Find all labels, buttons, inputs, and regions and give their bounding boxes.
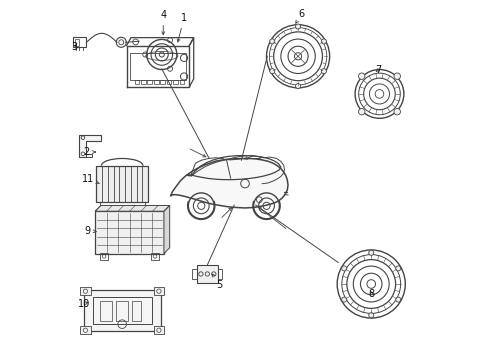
Text: 1: 1 bbox=[177, 13, 187, 42]
Polygon shape bbox=[196, 265, 218, 283]
Circle shape bbox=[295, 84, 300, 89]
Text: 3: 3 bbox=[72, 42, 78, 52]
Polygon shape bbox=[84, 290, 161, 331]
Circle shape bbox=[359, 108, 365, 115]
Circle shape bbox=[368, 250, 374, 255]
Polygon shape bbox=[96, 166, 148, 202]
Text: 4: 4 bbox=[160, 10, 166, 35]
Polygon shape bbox=[86, 154, 92, 157]
Text: 11: 11 bbox=[82, 174, 99, 184]
Text: 8: 8 bbox=[368, 289, 374, 299]
Circle shape bbox=[321, 69, 326, 74]
Circle shape bbox=[394, 108, 400, 115]
Circle shape bbox=[396, 297, 401, 302]
Text: 9: 9 bbox=[85, 226, 97, 236]
Polygon shape bbox=[80, 287, 91, 295]
Text: 2: 2 bbox=[83, 147, 96, 157]
Text: 10: 10 bbox=[77, 299, 90, 309]
Polygon shape bbox=[95, 211, 164, 253]
Polygon shape bbox=[171, 158, 288, 208]
Polygon shape bbox=[153, 326, 164, 334]
Circle shape bbox=[342, 266, 347, 271]
Polygon shape bbox=[79, 135, 101, 157]
Circle shape bbox=[368, 313, 374, 318]
Circle shape bbox=[270, 39, 275, 44]
Circle shape bbox=[394, 73, 400, 80]
Circle shape bbox=[270, 69, 275, 74]
Text: 5: 5 bbox=[213, 274, 222, 290]
Circle shape bbox=[321, 39, 326, 44]
Circle shape bbox=[396, 266, 401, 271]
Text: 7: 7 bbox=[376, 64, 382, 75]
Polygon shape bbox=[80, 326, 91, 334]
Polygon shape bbox=[164, 206, 170, 253]
Circle shape bbox=[295, 24, 300, 29]
Polygon shape bbox=[153, 287, 164, 295]
Circle shape bbox=[342, 297, 347, 302]
Text: 6: 6 bbox=[296, 9, 305, 23]
Polygon shape bbox=[95, 206, 170, 211]
Circle shape bbox=[359, 73, 365, 80]
